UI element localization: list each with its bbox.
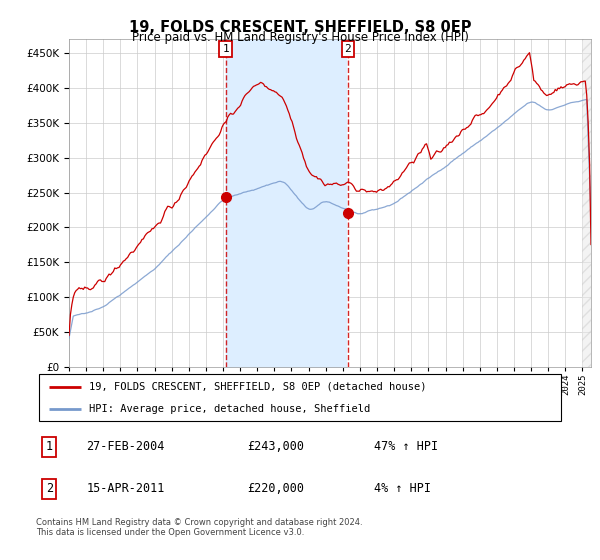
Text: 1: 1 (222, 44, 229, 54)
Text: HPI: Average price, detached house, Sheffield: HPI: Average price, detached house, Shef… (89, 404, 370, 414)
Text: Price paid vs. HM Land Registry's House Price Index (HPI): Price paid vs. HM Land Registry's House … (131, 31, 469, 44)
Text: 4% ↑ HPI: 4% ↑ HPI (374, 482, 431, 496)
Text: 19, FOLDS CRESCENT, SHEFFIELD, S8 0EP: 19, FOLDS CRESCENT, SHEFFIELD, S8 0EP (129, 20, 471, 35)
Text: 19, FOLDS CRESCENT, SHEFFIELD, S8 0EP (detached house): 19, FOLDS CRESCENT, SHEFFIELD, S8 0EP (d… (89, 381, 426, 391)
Text: £220,000: £220,000 (247, 482, 304, 496)
Text: 2: 2 (344, 44, 351, 54)
Text: 2: 2 (46, 482, 53, 496)
Text: £243,000: £243,000 (247, 440, 304, 454)
Text: 47% ↑ HPI: 47% ↑ HPI (374, 440, 438, 454)
Text: Contains HM Land Registry data © Crown copyright and database right 2024.
This d: Contains HM Land Registry data © Crown c… (36, 518, 362, 538)
Text: 1: 1 (46, 440, 53, 454)
Text: 27-FEB-2004: 27-FEB-2004 (86, 440, 164, 454)
FancyBboxPatch shape (38, 374, 562, 421)
Text: 15-APR-2011: 15-APR-2011 (86, 482, 164, 496)
